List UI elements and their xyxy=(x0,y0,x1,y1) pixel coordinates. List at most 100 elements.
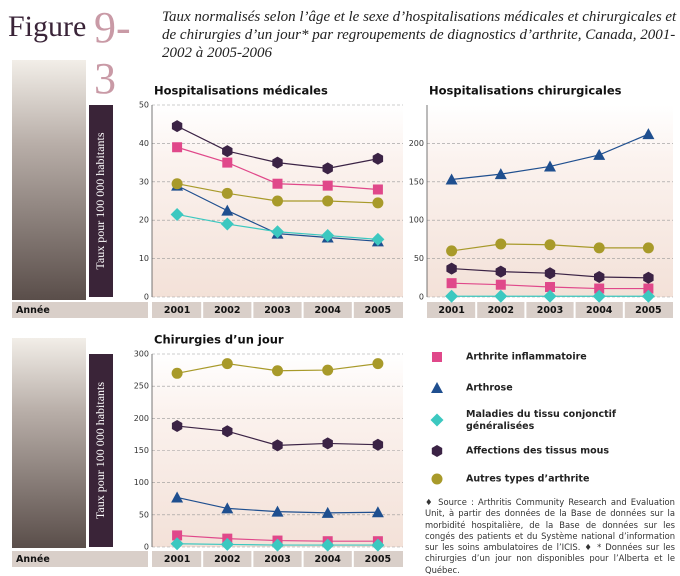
marker xyxy=(271,505,284,517)
marker xyxy=(271,538,284,552)
y-tick-label: 150 xyxy=(409,177,424,186)
marker xyxy=(171,420,183,433)
x-band xyxy=(427,302,673,318)
marker xyxy=(372,152,384,165)
marker xyxy=(171,178,183,190)
marker xyxy=(220,217,234,231)
y-tick-label: 300 xyxy=(134,350,149,359)
y-tick-label: 50 xyxy=(414,254,424,263)
marker xyxy=(171,491,184,503)
marker xyxy=(322,180,333,191)
marker xyxy=(371,538,385,552)
figure-word: Figure xyxy=(8,10,87,43)
marker xyxy=(221,187,233,199)
marker xyxy=(221,502,234,514)
figure-number: 9-3 xyxy=(94,3,131,103)
x-axis-label: Année xyxy=(16,305,50,316)
marker xyxy=(372,184,383,195)
marker xyxy=(272,365,283,377)
marker xyxy=(171,120,183,133)
legend-label: Arthrite inflammatoire xyxy=(466,352,587,363)
y-tick-label: 50 xyxy=(139,510,149,519)
marker xyxy=(222,145,233,158)
caption: Taux normalisés selon l’âge et le sexe d… xyxy=(162,9,677,61)
marker xyxy=(321,506,334,518)
marker xyxy=(593,242,605,254)
x-tick-label: 2004 xyxy=(314,554,341,565)
y-axis-label: Taux pour 100 000 habitants xyxy=(93,132,107,269)
y-tick-label: 0 xyxy=(419,293,424,302)
x-tick-label: 2003 xyxy=(264,305,290,316)
x-tick-label: 2002 xyxy=(214,554,240,565)
marker xyxy=(272,156,283,169)
x-axis-label: Année xyxy=(16,554,50,565)
legend-line: généralisées xyxy=(466,421,535,432)
marker xyxy=(642,128,655,140)
marker xyxy=(220,537,234,551)
marker xyxy=(545,282,555,293)
marker xyxy=(271,225,284,239)
x-tick-label: 2005 xyxy=(635,305,661,316)
photo xyxy=(12,60,86,300)
marker xyxy=(371,232,385,246)
y-tick-label: 150 xyxy=(134,446,149,455)
marker xyxy=(495,279,506,290)
marker xyxy=(642,242,654,254)
y-tick-label: 250 xyxy=(134,382,149,391)
y-tick-label: 50 xyxy=(139,101,149,110)
marker xyxy=(222,157,233,168)
marker xyxy=(446,278,457,289)
y-tick-label: 0 xyxy=(144,293,149,302)
plot-area xyxy=(427,105,673,297)
x-band xyxy=(152,302,403,318)
marker xyxy=(445,173,458,185)
marker xyxy=(172,142,183,153)
y-tick-label: 200 xyxy=(409,139,424,148)
marker xyxy=(544,239,556,251)
marker xyxy=(544,160,556,172)
marker xyxy=(221,204,234,216)
source-note: ♦ Source : Arthritis Community Research … xyxy=(425,497,675,575)
y-tick-label: 100 xyxy=(409,216,424,225)
marker xyxy=(322,364,334,376)
legend-marker xyxy=(431,473,443,485)
marker xyxy=(446,262,457,275)
x-tick-label: 2002 xyxy=(214,305,240,316)
marker xyxy=(372,438,384,451)
marker xyxy=(371,506,384,518)
legend-marker xyxy=(431,445,443,457)
marker xyxy=(221,358,233,370)
marker xyxy=(170,537,184,551)
y-label-box xyxy=(89,105,113,297)
x-tick-label: 2005 xyxy=(365,305,391,316)
x-tick-label: 2005 xyxy=(365,554,391,565)
marker xyxy=(593,148,606,160)
y-axis-label: Taux pour 100 000 habitants xyxy=(93,382,107,519)
chart-title: Hospitalisations chirurgicales xyxy=(429,84,622,98)
marker xyxy=(321,538,335,552)
marker xyxy=(372,358,384,370)
marker xyxy=(322,195,334,207)
marker xyxy=(170,207,184,221)
y-tick-label: 40 xyxy=(139,139,149,148)
marker xyxy=(171,367,183,379)
marker xyxy=(594,271,605,284)
marker xyxy=(494,289,508,303)
x-tick-label: 2001 xyxy=(164,554,190,565)
marker xyxy=(445,289,459,303)
marker xyxy=(321,229,335,243)
marker xyxy=(322,162,333,175)
y-tick-label: 30 xyxy=(139,177,149,186)
marker xyxy=(222,425,233,438)
marker xyxy=(495,265,506,278)
marker xyxy=(643,283,654,294)
photo xyxy=(12,338,86,548)
x-tick-label: 2002 xyxy=(488,305,514,316)
y-tick-label: 10 xyxy=(139,254,149,263)
marker xyxy=(272,439,283,452)
marker xyxy=(372,197,384,209)
marker xyxy=(272,195,283,207)
x-tick-label: 2001 xyxy=(438,305,464,316)
y-tick-label: 20 xyxy=(139,216,149,225)
